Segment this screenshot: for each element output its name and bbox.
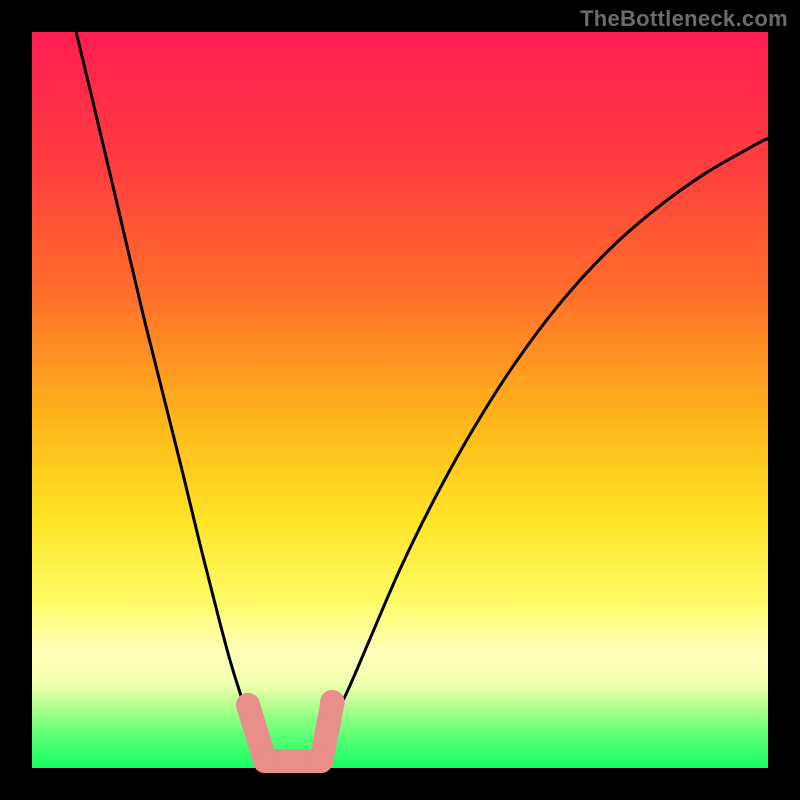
- bottleneck-curve: [32, 32, 768, 768]
- plot-area: [32, 32, 768, 768]
- highlight-endcap: [320, 690, 344, 714]
- highlight-endcap: [236, 693, 260, 717]
- chart-frame: TheBottleneck.com: [0, 0, 800, 800]
- curve-path: [76, 32, 768, 768]
- highlight-endcap: [309, 749, 333, 773]
- watermark-text: TheBottleneck.com: [580, 6, 788, 32]
- highlight-endcap: [253, 749, 277, 773]
